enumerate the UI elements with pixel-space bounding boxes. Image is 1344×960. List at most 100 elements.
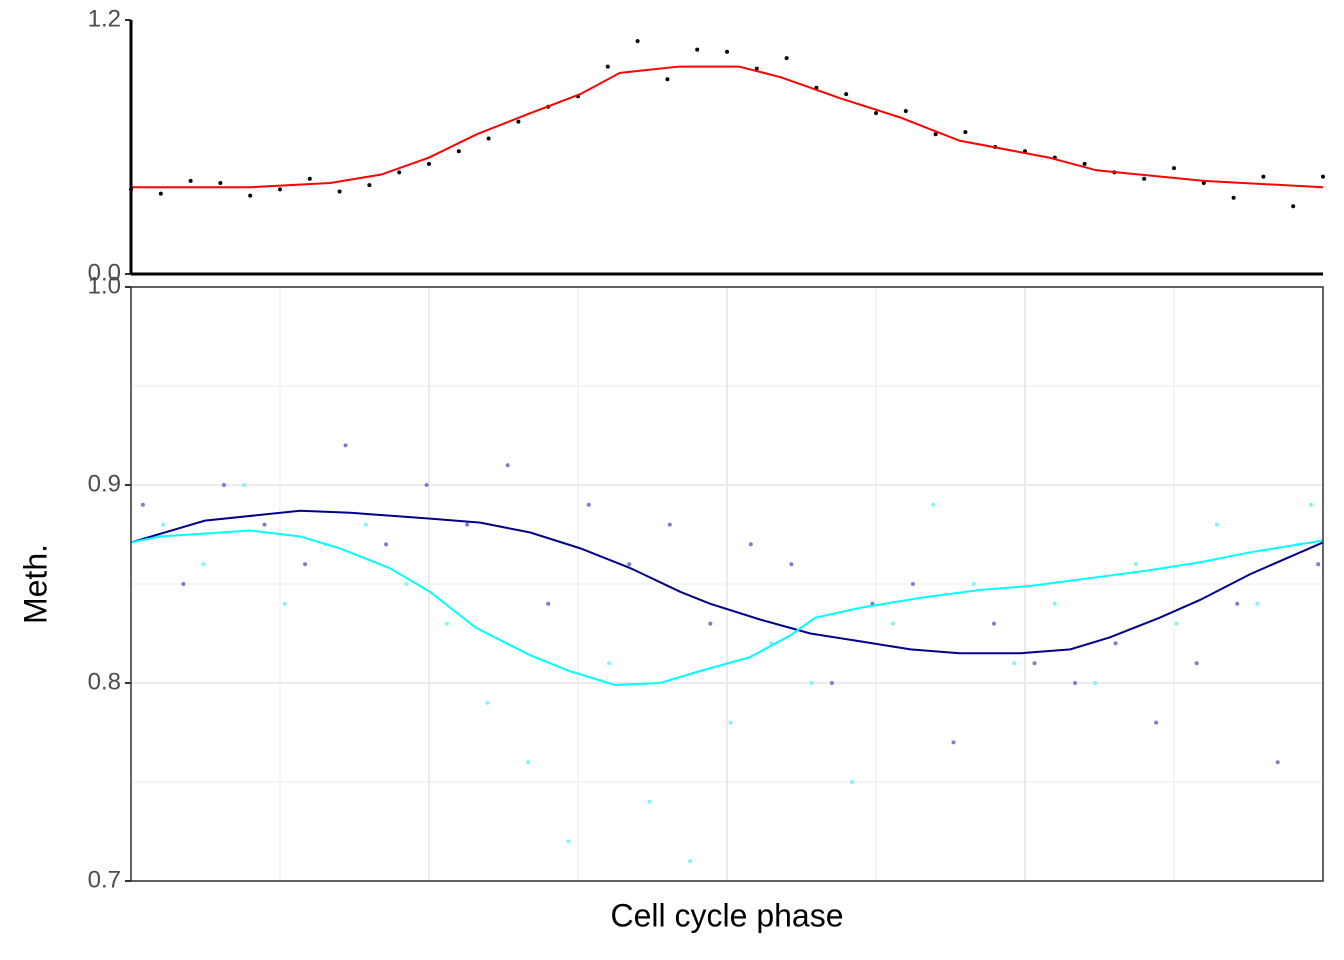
point xyxy=(1275,760,1280,765)
point xyxy=(218,180,223,185)
point xyxy=(1052,601,1057,606)
point xyxy=(158,191,163,196)
point xyxy=(789,562,794,567)
point xyxy=(140,502,145,507)
point xyxy=(695,47,700,52)
point xyxy=(444,621,449,626)
point xyxy=(1073,681,1078,685)
point xyxy=(1214,522,1219,527)
panel-border xyxy=(130,286,1324,882)
point xyxy=(262,522,267,527)
point xyxy=(1174,621,1179,626)
y-tick-label: 0.9 xyxy=(88,470,121,497)
point xyxy=(525,760,530,765)
point xyxy=(963,130,968,135)
point xyxy=(606,661,611,666)
point xyxy=(1231,195,1236,200)
point xyxy=(278,187,282,192)
point xyxy=(829,681,834,685)
point xyxy=(1194,661,1199,666)
point xyxy=(546,601,551,606)
point xyxy=(397,170,402,175)
point xyxy=(303,562,308,567)
point xyxy=(890,621,895,626)
point xyxy=(343,443,348,448)
point xyxy=(1093,681,1098,685)
point xyxy=(1172,166,1176,171)
y-axis-label: Meth. xyxy=(17,544,53,624)
point xyxy=(1316,562,1321,567)
point xyxy=(605,64,610,69)
point xyxy=(485,700,490,705)
point xyxy=(844,92,849,97)
point xyxy=(1012,661,1017,666)
point xyxy=(728,720,733,725)
point xyxy=(910,582,915,586)
point xyxy=(931,502,936,507)
point xyxy=(748,542,753,547)
point xyxy=(1201,180,1206,185)
point xyxy=(1142,176,1147,181)
point xyxy=(667,522,672,527)
y-tick-label: 1.0 xyxy=(88,272,121,299)
y-tick-label: 0.8 xyxy=(88,668,121,695)
y-tick-label: 0.0 xyxy=(88,259,121,286)
point xyxy=(1261,174,1266,179)
point xyxy=(635,39,640,44)
point xyxy=(566,839,571,844)
point xyxy=(1133,562,1138,567)
point xyxy=(725,49,729,54)
point xyxy=(688,859,693,864)
point xyxy=(903,109,908,114)
point xyxy=(1291,204,1296,209)
trend-line xyxy=(130,509,1324,655)
point xyxy=(665,77,670,82)
point xyxy=(1309,502,1314,507)
point xyxy=(181,582,186,586)
point xyxy=(627,562,632,567)
point xyxy=(307,176,312,181)
point xyxy=(971,582,976,586)
point xyxy=(456,149,461,154)
point xyxy=(242,483,247,487)
y-tick-label: 1.2 xyxy=(88,5,121,32)
point xyxy=(465,522,470,527)
point xyxy=(1255,601,1260,606)
point xyxy=(647,799,652,804)
point xyxy=(363,522,368,527)
x-axis-label: Cell cycle phase xyxy=(611,897,844,933)
point xyxy=(874,111,878,116)
point xyxy=(1082,161,1087,166)
point xyxy=(404,582,409,586)
point xyxy=(809,681,814,685)
trend-line xyxy=(130,529,1324,686)
point xyxy=(1113,641,1118,646)
point xyxy=(424,483,429,487)
point xyxy=(282,601,287,606)
point xyxy=(933,132,938,137)
point xyxy=(188,178,193,183)
point xyxy=(586,502,591,507)
point xyxy=(367,183,372,188)
trend-line xyxy=(131,65,1324,189)
point xyxy=(161,522,166,527)
point xyxy=(754,66,759,71)
point xyxy=(337,189,342,194)
point xyxy=(384,542,389,547)
point xyxy=(992,621,997,626)
point xyxy=(1154,720,1159,725)
point xyxy=(708,621,713,626)
point xyxy=(221,483,226,487)
point xyxy=(951,740,956,745)
point xyxy=(486,136,491,141)
point xyxy=(784,56,789,61)
point xyxy=(201,562,206,567)
point xyxy=(1321,174,1325,179)
point xyxy=(248,193,253,198)
point xyxy=(505,463,510,468)
point xyxy=(1032,661,1037,666)
point xyxy=(850,780,855,784)
point xyxy=(427,161,431,166)
